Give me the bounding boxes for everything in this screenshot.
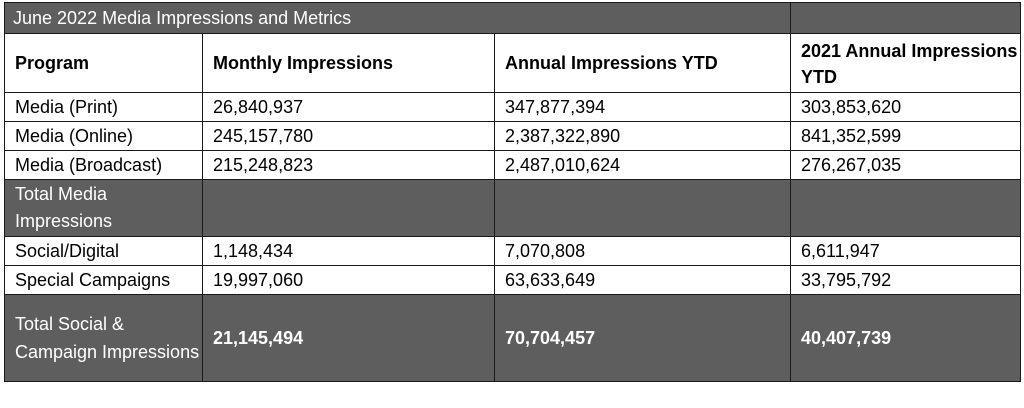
cell-annual: 2,487,010,624	[493, 150, 792, 180]
cell-2021: 33,795,792	[790, 265, 1022, 295]
impressions-table-container: June 2022 Media Impressions and Metrics …	[3, 2, 1022, 405]
table-row: Special Campaigns 19,997,060 63,633,649 …	[4, 265, 1022, 295]
table-row: Media (Print) 26,840,937 347,877,394 303…	[4, 92, 1022, 122]
cell-annual: 63,633,649	[493, 265, 792, 295]
table-title-row: June 2022 Media Impressions and Metrics	[3, 2, 1022, 34]
total-media-row: Total Media Impressions	[4, 179, 1022, 237]
cell-monthly: 215,248,823	[202, 150, 495, 180]
cell-monthly: 26,840,937	[202, 92, 495, 122]
cell-annual: 7,070,808	[493, 236, 792, 266]
total-social-annual: 70,704,457	[493, 294, 792, 382]
cell-program: Media (Broadcast)	[4, 150, 203, 180]
header-2021-ytd: 2021 Annual Impressions YTD	[790, 33, 1022, 93]
table-row: Media (Online) 245,157,780 2,387,322,890…	[4, 121, 1022, 151]
header-program: Program	[4, 33, 203, 93]
table-row: Media (Broadcast) 215,248,823 2,487,010,…	[4, 150, 1022, 180]
cell-2021: 841,352,599	[790, 121, 1022, 151]
total-media-annual	[493, 179, 792, 237]
total-media-label: Total Media Impressions	[4, 179, 203, 237]
cell-annual: 2,387,322,890	[493, 121, 792, 151]
cell-2021: 276,267,035	[790, 150, 1022, 180]
cell-monthly: 245,157,780	[202, 121, 495, 151]
cell-2021: 303,853,620	[790, 92, 1022, 122]
cell-program: Media (Online)	[4, 121, 203, 151]
total-social-label: Total Social & Campaign Impressions	[4, 294, 203, 382]
total-social-2021: 40,407,739	[790, 294, 1022, 382]
table-row: Social/Digital 1,148,434 7,070,808 6,611…	[4, 236, 1022, 266]
cell-program: Media (Print)	[4, 92, 203, 122]
cell-2021: 6,611,947	[790, 236, 1022, 266]
total-media-monthly	[202, 179, 495, 237]
table-title-blank-cell	[790, 2, 1022, 34]
cell-program: Special Campaigns	[4, 265, 203, 295]
total-social-row: Total Social & Campaign Impressions 21,1…	[4, 294, 1022, 382]
table-title: June 2022 Media Impressions and Metrics	[3, 2, 792, 34]
header-annual-ytd: Annual Impressions YTD	[493, 33, 792, 93]
header-row: Program Monthly Impressions Annual Impre…	[4, 33, 1022, 93]
cell-program: Social/Digital	[4, 236, 203, 266]
cell-annual: 347,877,394	[493, 92, 792, 122]
impressions-table: June 2022 Media Impressions and Metrics …	[3, 2, 1022, 382]
total-social-monthly: 21,145,494	[202, 294, 495, 382]
cell-monthly: 1,148,434	[202, 236, 495, 266]
header-monthly: Monthly Impressions	[202, 33, 495, 93]
total-media-2021	[790, 179, 1022, 237]
cell-monthly: 19,997,060	[202, 265, 495, 295]
